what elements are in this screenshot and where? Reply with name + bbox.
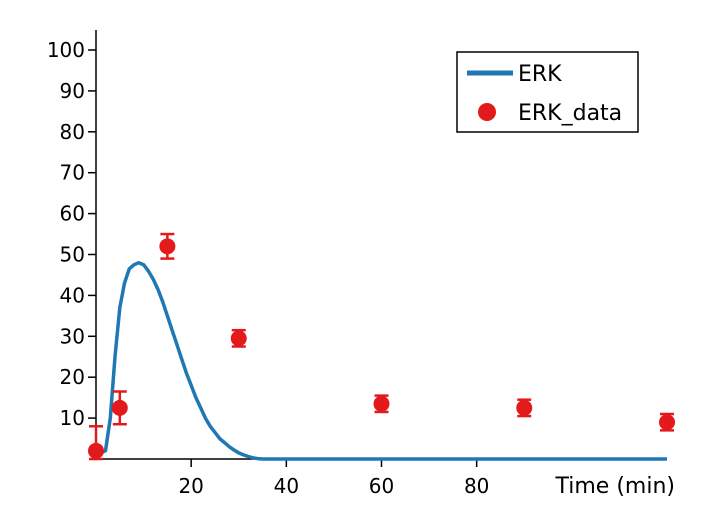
y-tick-label: 50 [60, 243, 85, 267]
x-tick-label: 20 [178, 474, 203, 498]
y-tick-label: 40 [60, 283, 85, 307]
y-tick-label: 10 [60, 406, 85, 430]
data-point [659, 414, 675, 431]
data-point [230, 330, 247, 347]
data-point [516, 399, 533, 416]
erk-line-series [95, 260, 667, 461]
y-tick-label: 30 [60, 324, 85, 348]
y-tick-label: 20 [60, 365, 85, 389]
y-tick-label: 60 [60, 202, 85, 226]
tick-marks [88, 49, 478, 467]
y-tick-label: 100 [47, 38, 85, 62]
data-point [159, 238, 176, 255]
legend: ERK ERK_data [456, 51, 639, 133]
x-tick-label: 60 [369, 474, 394, 498]
legend-marker-swatch [478, 103, 496, 121]
y-tick-label: 70 [60, 161, 85, 185]
y-tick-label: 80 [60, 120, 85, 144]
legend-label-erk-data: ERK_data [518, 101, 622, 126]
erk-line [95, 260, 667, 461]
data-point [373, 395, 390, 412]
y-tick-label: 90 [60, 79, 85, 103]
x-axis-label: Time (min) [555, 474, 676, 499]
x-tick-label: 40 [274, 474, 299, 498]
tick-labels: 20 40 60 80 10 20 30 40 50 60 70 80 90 100 [47, 38, 490, 498]
x-tick-label: 80 [464, 474, 489, 498]
data-point [111, 399, 128, 416]
erk-data-series [88, 232, 675, 461]
legend-label-erk: ERK [518, 62, 562, 87]
data-point [88, 442, 104, 459]
